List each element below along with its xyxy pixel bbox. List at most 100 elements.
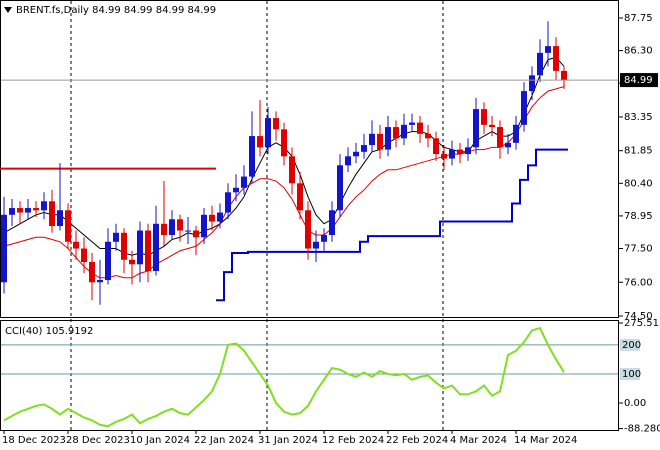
candle-body: [193, 230, 199, 238]
candle-body: [281, 129, 287, 157]
cci-legend: CCI(40) 105.9192: [5, 326, 93, 337]
candle-body: [321, 235, 327, 242]
symbol-legend: BRENT.fs,Daily 84.99 84.99 84.99 84.99: [16, 5, 216, 16]
candle-body: [105, 241, 111, 281]
candle-body: [233, 187, 239, 193]
x-tick-label: 28 Dec 2023: [66, 435, 130, 446]
current-price-box: [620, 73, 658, 88]
y-tick-label: -88.2808: [624, 424, 660, 435]
candle-body: [529, 75, 535, 92]
candle-body: [273, 118, 279, 130]
y-tick-label: 77.50: [624, 244, 653, 255]
y-tick-label: 74.50: [624, 311, 653, 322]
level-box: [620, 367, 640, 380]
current-price-label: 84.99: [624, 75, 653, 86]
cci-pane-frame: [0, 320, 619, 431]
candle-body: [297, 183, 303, 211]
candle-body: [409, 122, 415, 125]
candle-body: [73, 241, 79, 249]
y-tick-label: 76.00: [624, 277, 653, 288]
candle-body: [401, 124, 407, 139]
indicator-line: [216, 148, 568, 302]
x-tick-label: 18 Dec 2023: [2, 435, 66, 446]
candle-body: [361, 145, 367, 152]
y-tick-label: 78.95: [624, 211, 653, 222]
candle-body: [481, 109, 487, 125]
x-tick-label: 4 Mar 2024: [450, 435, 507, 446]
candle-body: [9, 208, 15, 215]
candle-body: [113, 232, 119, 242]
x-tick-label: 10 Jan 2024: [130, 435, 190, 446]
y-tick-label: 87.75: [624, 13, 653, 24]
candle-body: [473, 109, 479, 148]
candle-body: [505, 142, 511, 148]
candle-body: [145, 230, 151, 272]
candle-body: [25, 208, 31, 213]
candle-body: [209, 214, 215, 222]
candle-body: [369, 133, 375, 146]
candle-body: [561, 70, 567, 81]
candle-body: [249, 136, 255, 177]
candle-body: [353, 151, 359, 157]
candle-body: [217, 212, 223, 222]
x-tick-label: 22 Jan 2024: [194, 435, 254, 446]
candle-body: [385, 127, 391, 150]
candle-body: [313, 241, 319, 249]
candle-body: [449, 149, 455, 159]
candle-body: [153, 223, 159, 272]
cci-line: [3, 326, 565, 428]
level-box: [620, 338, 640, 351]
y-tick-label: 80.40: [624, 178, 653, 189]
candle-body: [33, 208, 39, 211]
candle-body: [225, 192, 231, 213]
x-tick-label: 14 Mar 2024: [514, 435, 577, 446]
candle-body: [537, 52, 543, 76]
candle-body: [433, 138, 439, 155]
y-tick-label: 0.00: [624, 398, 646, 409]
candle-body: [337, 165, 343, 211]
y-tick-label: 81.85: [624, 146, 653, 157]
candle-body: [241, 176, 247, 188]
candle-body: [169, 219, 175, 236]
candle-body: [465, 147, 471, 155]
candle-body: [81, 248, 87, 263]
candle-body: [377, 133, 383, 150]
candle-body: [305, 210, 311, 249]
level-label: 200: [622, 340, 641, 351]
y-tick-label: 86.30: [624, 46, 653, 57]
candle-body: [289, 156, 295, 184]
candle-body: [489, 124, 495, 128]
candle-body: [1, 214, 7, 283]
candle-body: [521, 91, 527, 125]
candle-body: [201, 214, 207, 238]
candle-body: [553, 46, 559, 71]
candle-body: [161, 223, 167, 236]
candle-body: [49, 201, 55, 227]
candle-body: [177, 219, 183, 231]
x-tick-label: 31 Jan 2024: [258, 435, 318, 446]
candle-body: [441, 154, 447, 159]
candle-body: [545, 46, 551, 53]
level-label: 100: [622, 369, 641, 380]
candle-body: [89, 262, 95, 283]
y-tick-label: 275.5131: [624, 318, 660, 329]
candle-body: [513, 124, 519, 143]
candle-body: [329, 210, 335, 236]
candle-body: [17, 208, 23, 213]
candle-body: [393, 127, 399, 139]
dropdown-icon: [4, 7, 12, 13]
x-tick-label: 22 Feb 2024: [386, 435, 448, 446]
candle-body: [265, 118, 271, 148]
y-tick-label: 83.35: [624, 112, 653, 123]
candle-body: [129, 259, 135, 265]
candle-body: [425, 133, 431, 139]
candle-body: [497, 127, 503, 148]
candle-body: [97, 280, 103, 283]
candle-body: [41, 201, 47, 211]
price-pane-frame: [0, 0, 619, 318]
candle-body: [137, 230, 143, 265]
plot-layer: 87.7586.3084.8583.3581.8580.4078.9577.50…: [0, 13, 660, 446]
candle-body: [57, 210, 63, 227]
candle-body: [257, 136, 263, 148]
